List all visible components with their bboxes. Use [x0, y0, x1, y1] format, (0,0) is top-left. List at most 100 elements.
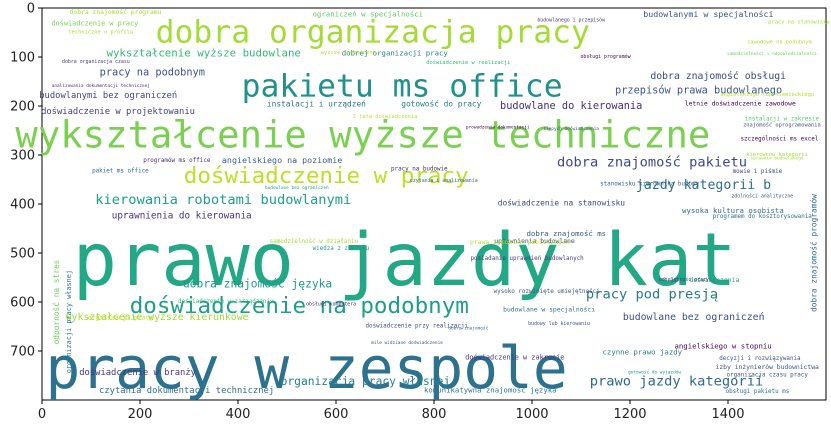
word: samodzielność w działaniu: [270, 238, 359, 245]
word: kierowców kategorii: [746, 151, 808, 158]
word: doświadczenie w zarządzaniu: [178, 298, 274, 305]
y-tick-label: 100: [10, 51, 35, 66]
word: kierowania robotami budowlanymi: [95, 192, 351, 208]
word: wiedza z zakresu: [313, 246, 370, 252]
word: decyzji i rozwiązywania: [719, 356, 801, 362]
x-tick-label: 800: [422, 407, 447, 422]
word: wysoka kultura osobista: [682, 206, 784, 215]
x-tick-label: 200: [128, 407, 153, 422]
word: wysoko rozwinięte umiejętności: [494, 288, 601, 295]
word: czytania dokumentacji technicznej: [99, 386, 274, 396]
word: doświadczenie w pracy: [52, 20, 139, 28]
word: angielskiego na poziomie: [222, 155, 342, 165]
word: dobra znajomość pakietu: [557, 154, 747, 170]
word: instalacji w zakresie: [745, 117, 820, 123]
x-tick-label: 1400: [711, 407, 744, 422]
word: organizacji pracy własnej: [65, 270, 73, 373]
word: doświadczenie na stanowisku: [498, 198, 626, 208]
word: obsługi komputera: [306, 301, 356, 307]
word: prawo jazdy kategorii: [590, 373, 763, 389]
word: doświadczenie w pracy: [184, 163, 469, 189]
word: stanowisku kierownika budowy: [600, 181, 700, 187]
word: pracy na budowie: [391, 167, 448, 173]
y-tick-label: 400: [10, 198, 35, 213]
word: budowlane do kierowania: [500, 100, 642, 112]
word: budowy lub kierowaniu: [528, 321, 590, 327]
word: doświadczenie w projektowaniu: [41, 106, 195, 117]
word: pracy na podobnym: [100, 67, 205, 79]
word: dobrej organizacji pracy: [342, 49, 449, 58]
word: wyższe techniczne: [321, 50, 376, 56]
word: prawo jazdy kat: [73, 218, 737, 303]
word: budowlane w specjalności: [503, 305, 595, 313]
word: wykształcenie wyższe kierunkowe: [66, 312, 249, 323]
word: doświadczenie na podobnym: [130, 293, 469, 319]
word: izby inżynierów budownictwa: [716, 363, 820, 371]
word: posiadanie uprawnień budowlanych: [471, 255, 585, 262]
word: letnie doświadczenie zawodowe: [685, 100, 796, 108]
word: sprawnie budowlanego: [750, 155, 803, 161]
words-layer: prawo jazdy kat pracy w zespole wykształce…: [15, 8, 829, 402]
word: prawa zamówień publicznych: [470, 238, 570, 246]
word: pracy na stanowisku: [768, 20, 830, 26]
word: znajomość oprogramowania: [743, 122, 821, 129]
y-tick-label: 0: [27, 2, 35, 17]
word: zdolności analityczne: [731, 193, 793, 200]
x-tick-label: 0: [38, 407, 46, 422]
word: programów ms office: [143, 157, 211, 164]
word: budowlanymi w specjalności: [643, 9, 773, 19]
word: jazdy kategorii b: [636, 178, 771, 193]
x-tick-label: 600: [324, 407, 349, 422]
word: ślepych doświadczenia: [543, 125, 599, 132]
word: szczególności ms excel: [740, 135, 818, 142]
word: samodzielności i odpowiedzialności: [727, 50, 818, 57]
word: dobra znajomość programów: [808, 194, 818, 312]
word: przepisów prawa budowlanego: [615, 84, 782, 96]
word: umiejętność pracy: [659, 276, 709, 283]
word: analizowania dokumentacji technicznej: [52, 83, 150, 89]
word: techniczne o profilu: [68, 30, 133, 36]
word: dobra znajomość języka: [183, 277, 332, 290]
word: uprawnienia budowlane: [494, 237, 575, 245]
word: wykształcenie wyższe budowlane: [106, 47, 300, 60]
word: ograniczeń w specjalności: [313, 9, 424, 18]
word: gotowość do wyjazdów: [628, 369, 681, 376]
word: budowlane bez ograniczeń: [623, 311, 765, 323]
word: doświadczenie w branży: [79, 367, 196, 378]
word: komunikatywna znajomość języka: [424, 386, 557, 395]
word: budowlanego i przepisów: [537, 16, 605, 23]
word: 2 lata doświadczenia: [353, 113, 418, 120]
x-tick-label: 400: [226, 407, 251, 422]
word: obsługi pakietu ms: [726, 389, 790, 395]
word: pracy w zespole: [46, 334, 568, 402]
y-tick-label: 700: [10, 345, 35, 360]
word: instalacji i urządzeń: [267, 100, 366, 109]
x-tick-label: 1000: [515, 407, 548, 422]
word: dobra znajomość programu: [70, 8, 162, 16]
word: organizacji pracy: [88, 314, 153, 322]
word: mile widziane doświadczenie: [371, 339, 443, 346]
plot-frame: [41, 7, 827, 401]
word: angielskiego w stopniu: [674, 342, 771, 351]
word: mowie i piśmie: [733, 168, 783, 175]
word: budowlane bez ograniczeń: [265, 184, 329, 191]
word: doświadczenie w zakresie: [465, 353, 564, 361]
word: pakietu ms office: [242, 68, 563, 104]
word: gotowość do pracy: [401, 99, 481, 109]
word: programem do kosztorysowania: [713, 214, 813, 220]
word: obsługi programów: [580, 53, 630, 60]
word: dobra znajomość obsługi: [650, 70, 786, 82]
y-tick-label: 300: [10, 149, 35, 164]
word: zawodowe na podobnym: [747, 39, 812, 45]
y-tick-label: 500: [10, 247, 35, 262]
word: pakiet ms office: [92, 169, 149, 175]
word: organizacja czasu pracy: [727, 373, 809, 379]
word: doświadczenie przy realizacji: [366, 323, 469, 330]
word: dobra organizacja pracy: [156, 15, 590, 51]
word: angielskiego lub niemieckiego: [720, 92, 814, 98]
word: pracy pod presją: [586, 287, 718, 303]
word: doświadczenie w realizacji: [426, 59, 510, 66]
word: dobra organizacja czasu: [62, 59, 130, 65]
word: czytania i analizowania: [410, 178, 478, 184]
